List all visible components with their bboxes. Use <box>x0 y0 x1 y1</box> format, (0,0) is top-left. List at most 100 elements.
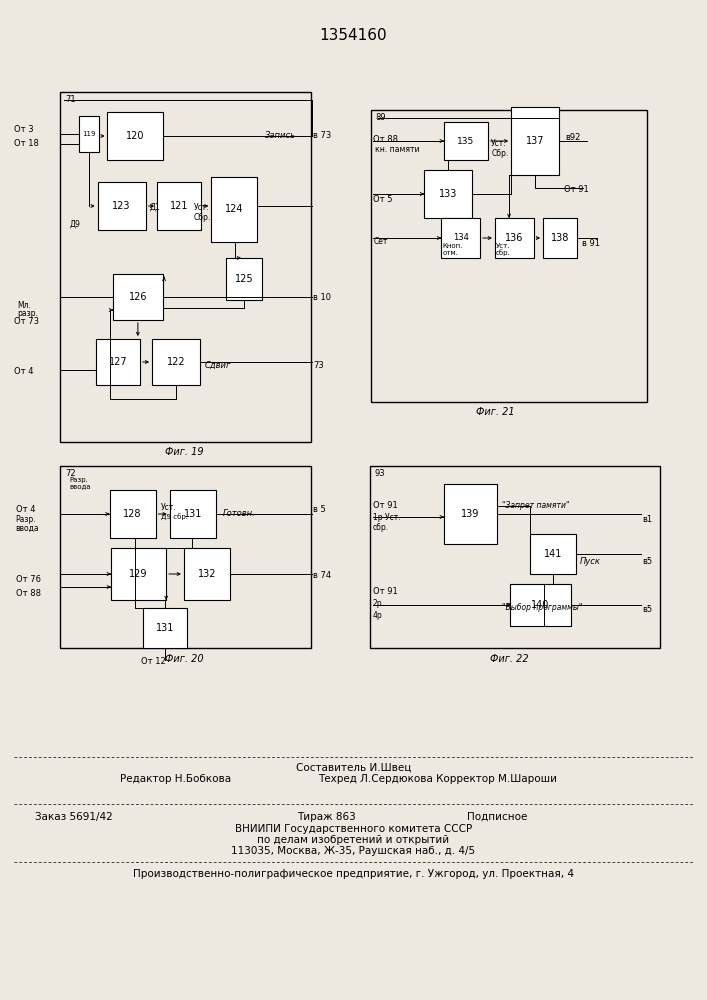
Bar <box>370 466 660 648</box>
Text: 89: 89 <box>375 113 386 122</box>
Text: Пуск: Пуск <box>580 558 601 566</box>
Text: Сбр.: Сбр. <box>491 148 508 157</box>
Text: Сбр.: Сбр. <box>194 213 211 222</box>
Text: 122: 122 <box>167 357 185 367</box>
Text: в 91: в 91 <box>582 239 600 248</box>
Text: Д9: Д9 <box>69 220 80 229</box>
Text: От 12: От 12 <box>141 658 166 666</box>
Text: 123: 123 <box>112 201 131 211</box>
Text: Запись: Запись <box>265 130 296 139</box>
Text: 2р: 2р <box>373 598 382 607</box>
Text: От 18: От 18 <box>14 139 39 148</box>
Bar <box>444 122 488 160</box>
Text: Уст.: Уст. <box>496 243 510 249</box>
Text: в 73: в 73 <box>313 130 332 139</box>
Text: ВНИИПИ Государственного комитета СССР: ВНИИПИ Государственного комитета СССР <box>235 824 472 834</box>
Bar <box>424 170 472 218</box>
Text: Уст.: Уст. <box>161 502 177 512</box>
Text: Кноп.: Кноп. <box>443 243 463 249</box>
Text: От 76: От 76 <box>16 576 40 584</box>
Text: 128: 128 <box>123 509 142 519</box>
Text: 129: 129 <box>129 569 148 579</box>
Text: От 91: От 91 <box>373 587 397 596</box>
Text: в92: в92 <box>566 133 581 142</box>
Text: сбр.: сбр. <box>496 250 510 256</box>
Text: в1: в1 <box>642 516 652 524</box>
Text: 127: 127 <box>109 357 127 367</box>
Text: в 10: в 10 <box>313 292 331 302</box>
Text: От 4: От 4 <box>14 367 34 376</box>
Text: 1р Уст.: 1р Уст. <box>373 512 400 522</box>
Text: 138: 138 <box>551 233 569 243</box>
Text: Техред Л.Сердюкова Корректор М.Шароши: Техред Л.Сердюкова Корректор М.Шароши <box>318 774 557 784</box>
Text: Д1: Д1 <box>150 202 160 212</box>
Text: 125: 125 <box>235 274 253 284</box>
Bar <box>60 466 311 648</box>
Text: Фиг. 19: Фиг. 19 <box>165 447 203 457</box>
Bar <box>441 218 480 258</box>
Bar <box>530 534 576 574</box>
Text: 113035, Москва, Ж-35, Раушская наб., д. 4/5: 113035, Москва, Ж-35, Раушская наб., д. … <box>231 846 476 856</box>
Text: 135: 135 <box>457 136 474 145</box>
Text: 136: 136 <box>506 233 523 243</box>
Text: От 73: От 73 <box>14 318 39 326</box>
Text: Сет: Сет <box>373 237 387 246</box>
Bar <box>110 490 156 538</box>
Text: Мл.: Мл. <box>18 300 32 310</box>
Text: Фиг. 21: Фиг. 21 <box>476 407 514 417</box>
Bar <box>226 258 262 300</box>
Text: "Запрет памяти": "Запрет памяти" <box>502 502 569 510</box>
Text: 134: 134 <box>452 233 469 242</box>
Bar <box>79 116 99 152</box>
Bar <box>495 218 534 258</box>
Text: От 3: От 3 <box>14 125 34 134</box>
Text: 119: 119 <box>82 131 96 137</box>
Text: "Выбор программы": "Выбор программы" <box>502 602 583 611</box>
Bar <box>184 548 230 600</box>
Text: 137: 137 <box>526 136 544 146</box>
Text: Подписное: Подписное <box>467 812 527 822</box>
Text: по делам изобретений и открытий: по делам изобретений и открытий <box>257 835 450 845</box>
Bar <box>143 608 187 648</box>
Text: 139: 139 <box>462 509 479 519</box>
Text: 121: 121 <box>170 201 188 211</box>
Text: Редактор Н.Бобкова: Редактор Н.Бобкова <box>120 774 231 784</box>
Bar <box>157 182 201 230</box>
Text: 133: 133 <box>439 189 457 199</box>
Text: ввода: ввода <box>16 524 39 532</box>
Text: кн. памяти: кн. памяти <box>375 145 419 154</box>
Text: в 74: в 74 <box>313 572 332 580</box>
Text: 120: 120 <box>126 131 144 141</box>
Text: 126: 126 <box>129 292 147 302</box>
Bar <box>211 177 257 242</box>
Text: 141: 141 <box>544 549 562 559</box>
Text: От 91: От 91 <box>373 502 397 510</box>
Text: Готовн.: Готовн. <box>223 510 255 518</box>
Bar <box>111 548 166 600</box>
Text: Сдвиг: Сдвиг <box>205 360 231 369</box>
Text: Разр.: Разр. <box>16 516 36 524</box>
Text: Составитель И.Швец: Составитель И.Швец <box>296 763 411 773</box>
Bar <box>444 484 497 544</box>
Text: Разр.: Разр. <box>69 477 88 483</box>
Text: 72: 72 <box>65 470 76 479</box>
Text: в 5: в 5 <box>313 506 326 514</box>
Text: От 88: От 88 <box>373 135 398 144</box>
Text: 1354160: 1354160 <box>320 27 387 42</box>
Text: Заказ 5691/42: Заказ 5691/42 <box>35 812 113 822</box>
Text: От 88: От 88 <box>16 589 40 598</box>
Text: сбр.: сбр. <box>373 522 389 532</box>
Text: ввода: ввода <box>69 483 90 489</box>
Bar <box>543 218 577 258</box>
Text: Д9 сбр.: Д9 сбр. <box>161 514 188 520</box>
Text: Уст.: Уст. <box>491 138 507 147</box>
Bar <box>96 339 140 385</box>
Text: 140: 140 <box>532 600 549 610</box>
Bar <box>98 182 146 230</box>
Text: 131: 131 <box>184 509 201 519</box>
Text: Фиг. 20: Фиг. 20 <box>165 654 203 664</box>
Bar <box>170 490 216 538</box>
Bar <box>113 274 163 320</box>
Text: разр.: разр. <box>18 308 39 318</box>
Bar <box>107 112 163 160</box>
